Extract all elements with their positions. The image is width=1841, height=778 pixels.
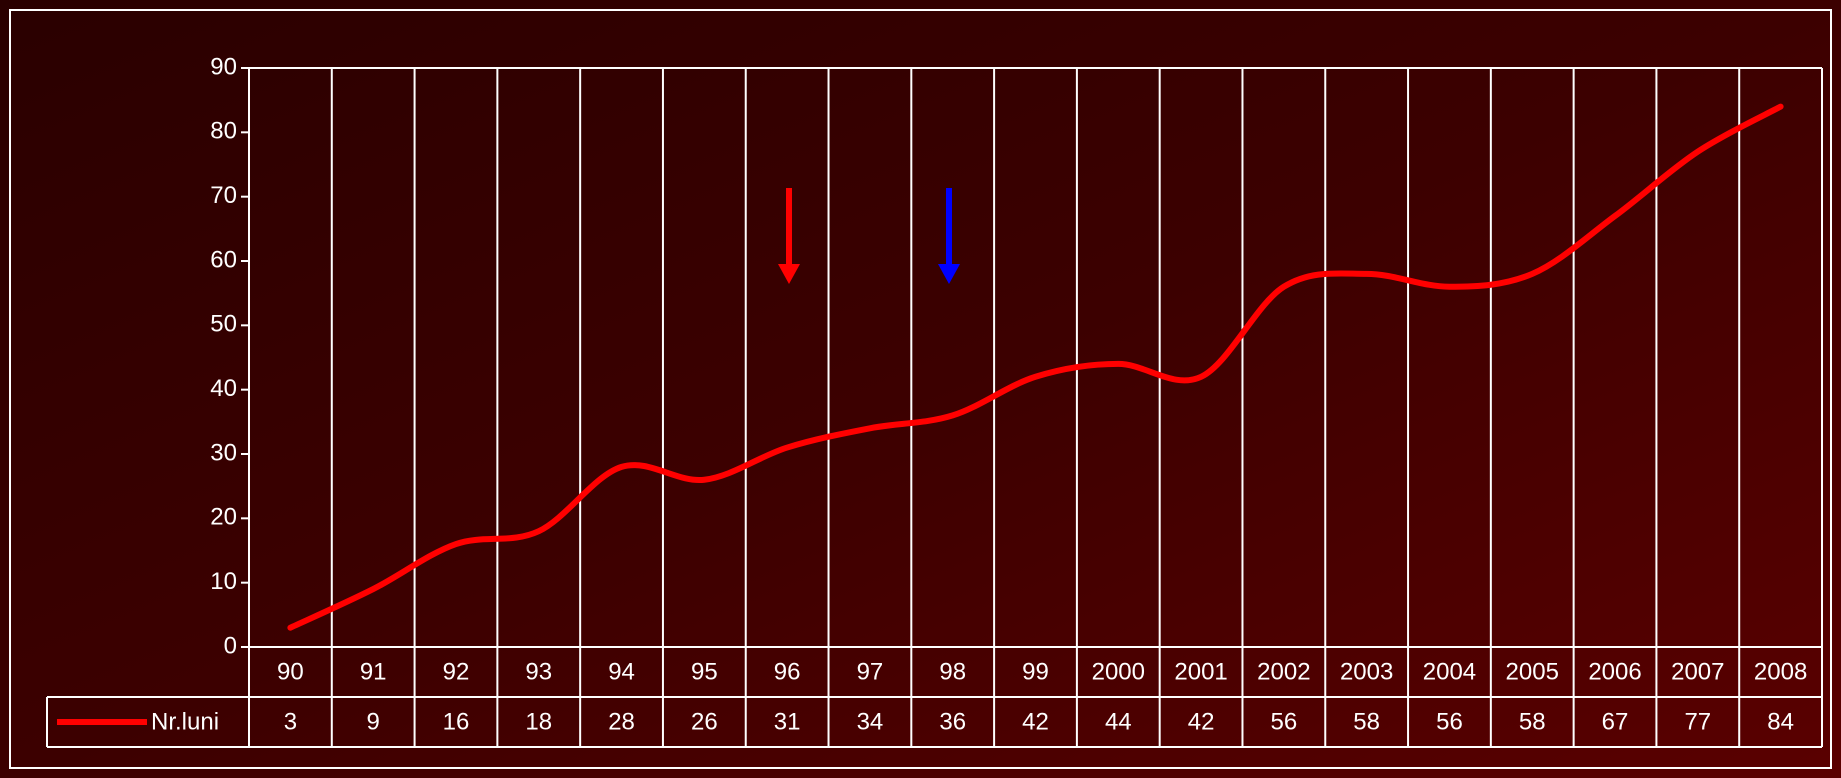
y-tick-label: 50 [210, 311, 237, 338]
table-value: 31 [774, 708, 801, 735]
x-tick-label: 2007 [1671, 658, 1724, 685]
y-tick-label: 60 [210, 246, 237, 273]
x-tick-label: 2005 [1506, 658, 1559, 685]
table-value: 42 [1188, 708, 1215, 735]
table-value: 26 [691, 708, 718, 735]
table-value: 16 [443, 708, 470, 735]
x-tick-label: 2008 [1754, 658, 1807, 685]
x-tick-label: 97 [857, 658, 884, 685]
table-value: 18 [525, 708, 552, 735]
x-tick-label: 96 [774, 658, 801, 685]
y-tick-label: 20 [210, 504, 237, 531]
x-tick-label: 98 [939, 658, 966, 685]
table-value: 44 [1105, 708, 1132, 735]
table-value: 28 [608, 708, 635, 735]
table-value: 84 [1767, 708, 1794, 735]
x-tick-label: 2000 [1092, 658, 1145, 685]
y-tick-label: 0 [224, 632, 237, 659]
y-tick-label: 30 [210, 439, 237, 466]
x-tick-label: 2002 [1257, 658, 1310, 685]
y-tick-label: 80 [210, 118, 237, 145]
blue-arrow [938, 188, 960, 284]
table-value: 3 [284, 708, 297, 735]
table-value: 56 [1271, 708, 1298, 735]
x-tick-label: 2004 [1423, 658, 1476, 685]
y-tick-label: 10 [210, 568, 237, 595]
table-value: 36 [939, 708, 966, 735]
table-value: 56 [1436, 708, 1463, 735]
x-tick-label: 95 [691, 658, 718, 685]
table-value: 34 [857, 708, 884, 735]
x-tick-label: 99 [1022, 658, 1049, 685]
red-arrow [778, 188, 800, 284]
x-tick-label: 94 [608, 658, 635, 685]
x-tick-label: 2001 [1174, 658, 1227, 685]
table-value: 58 [1519, 708, 1546, 735]
x-tick-label: 93 [525, 658, 552, 685]
x-tick-label: 2006 [1588, 658, 1641, 685]
series-line [287, 103, 1784, 631]
frame [9, 9, 1832, 769]
y-tick-label: 70 [210, 182, 237, 209]
table-value: 42 [1022, 708, 1049, 735]
x-tick-label: 90 [277, 658, 304, 685]
table-value: 58 [1353, 708, 1380, 735]
x-tick-label: 2003 [1340, 658, 1393, 685]
x-tick-label: 91 [360, 658, 387, 685]
x-tick-label: 92 [443, 658, 470, 685]
table-value: 77 [1684, 708, 1711, 735]
legend-label: Nr.luni [151, 708, 219, 735]
y-tick-label: 90 [210, 53, 237, 80]
table-value: 67 [1602, 708, 1629, 735]
table-value: 9 [367, 708, 380, 735]
y-tick-label: 40 [210, 375, 237, 402]
